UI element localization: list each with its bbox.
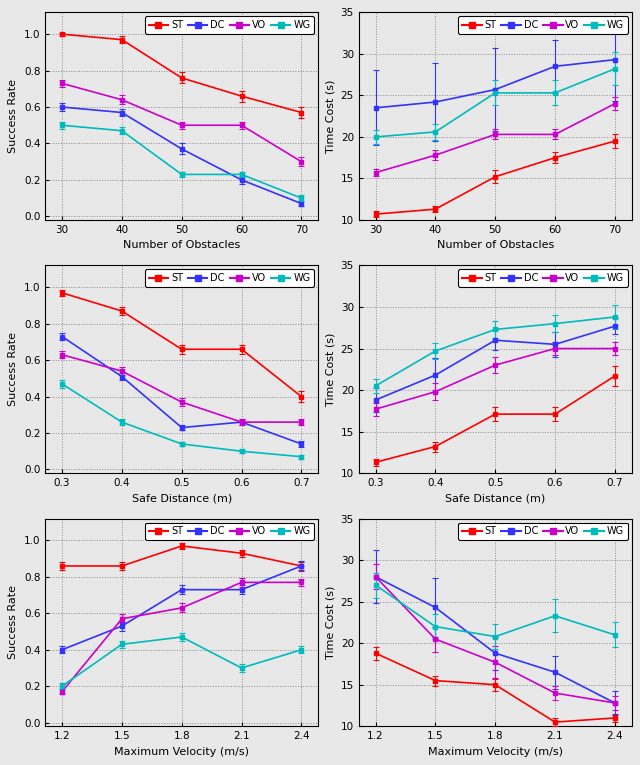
Y-axis label: Success Rate: Success Rate bbox=[8, 585, 19, 659]
Y-axis label: Success Rate: Success Rate bbox=[8, 79, 19, 153]
Y-axis label: Time Cost (s): Time Cost (s) bbox=[325, 80, 335, 153]
Y-axis label: Success Rate: Success Rate bbox=[8, 332, 19, 406]
X-axis label: Maximum Velocity (m/s): Maximum Velocity (m/s) bbox=[114, 747, 249, 757]
Legend: ST, DC, VO, WG: ST, DC, VO, WG bbox=[458, 269, 628, 287]
X-axis label: Maximum Velocity (m/s): Maximum Velocity (m/s) bbox=[428, 747, 563, 757]
Legend: ST, DC, VO, WG: ST, DC, VO, WG bbox=[145, 16, 314, 34]
X-axis label: Number of Obstacles: Number of Obstacles bbox=[123, 240, 241, 250]
Legend: ST, DC, VO, WG: ST, DC, VO, WG bbox=[145, 269, 314, 287]
Legend: ST, DC, VO, WG: ST, DC, VO, WG bbox=[145, 522, 314, 540]
Y-axis label: Time Cost (s): Time Cost (s) bbox=[325, 333, 335, 406]
X-axis label: Safe Distance (m): Safe Distance (m) bbox=[132, 493, 232, 503]
Legend: ST, DC, VO, WG: ST, DC, VO, WG bbox=[458, 522, 628, 540]
Legend: ST, DC, VO, WG: ST, DC, VO, WG bbox=[458, 16, 628, 34]
X-axis label: Number of Obstacles: Number of Obstacles bbox=[436, 240, 554, 250]
Y-axis label: Time Cost (s): Time Cost (s) bbox=[325, 586, 335, 659]
X-axis label: Safe Distance (m): Safe Distance (m) bbox=[445, 493, 545, 503]
